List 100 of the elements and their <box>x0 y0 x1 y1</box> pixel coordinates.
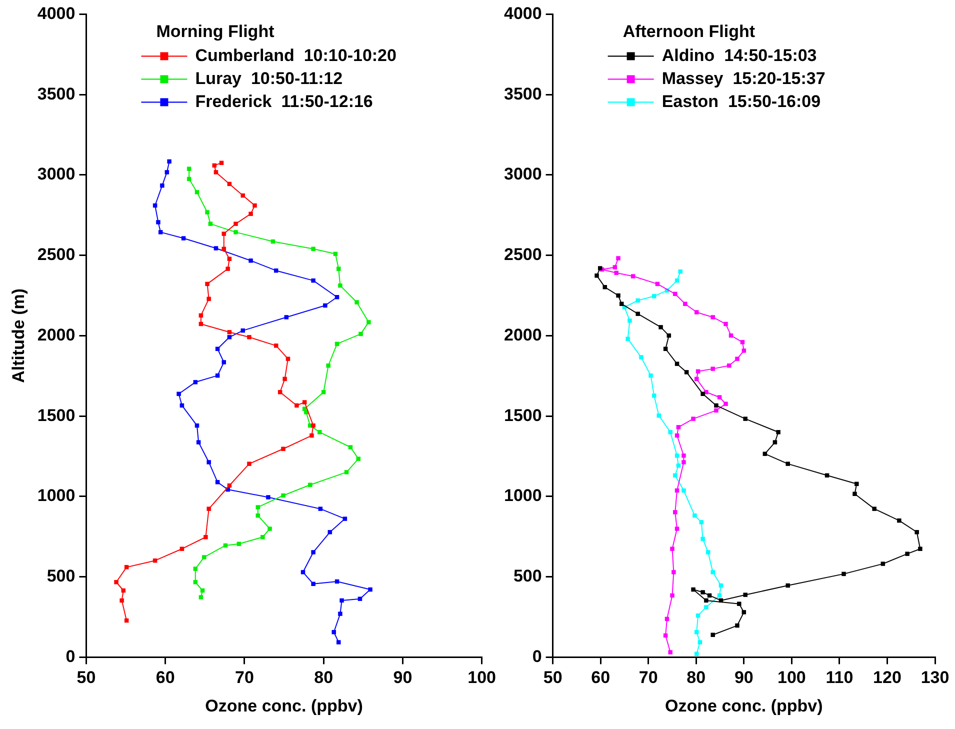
y-tick-label: 2000 <box>37 325 76 344</box>
point <box>897 518 902 523</box>
point <box>674 526 680 531</box>
point <box>786 462 790 466</box>
x-tick-label: 80 <box>686 668 706 688</box>
point <box>743 592 748 597</box>
point <box>918 546 922 551</box>
point <box>762 452 768 456</box>
point <box>691 587 696 592</box>
point <box>682 454 686 458</box>
point <box>328 530 332 534</box>
y-tick-label: 2500 <box>37 245 76 264</box>
point <box>226 266 230 271</box>
point <box>311 550 316 554</box>
point <box>717 395 722 400</box>
legend-label: Massey 15:20-15:37 <box>662 68 826 88</box>
point <box>311 246 316 252</box>
y-tick-label: 1000 <box>504 486 542 506</box>
y-tick-label: 3000 <box>504 164 542 184</box>
point <box>670 546 674 551</box>
point <box>120 598 124 603</box>
point <box>326 363 330 368</box>
y-tick-label: 2000 <box>504 325 542 344</box>
point <box>356 456 361 461</box>
point <box>743 416 748 421</box>
point <box>674 362 680 366</box>
y-tick-label: 3500 <box>37 84 76 104</box>
point <box>252 203 257 208</box>
point <box>672 570 676 574</box>
point <box>358 332 363 336</box>
point <box>282 376 287 382</box>
point <box>639 355 644 360</box>
point <box>206 506 211 511</box>
point <box>302 400 307 404</box>
point <box>311 423 316 428</box>
point <box>905 552 910 556</box>
point <box>214 246 218 250</box>
point <box>852 492 857 496</box>
point <box>772 440 778 444</box>
point <box>786 583 790 588</box>
point <box>164 170 170 174</box>
point <box>206 460 211 464</box>
point <box>227 330 232 334</box>
x-tick-label: 60 <box>591 668 610 688</box>
point <box>735 356 740 361</box>
point <box>336 266 341 271</box>
point <box>614 270 618 275</box>
point <box>366 320 371 324</box>
point <box>248 212 253 216</box>
point <box>648 373 653 378</box>
point <box>180 546 184 551</box>
legend-label: Cumberland 10:10-10:20 <box>195 46 396 65</box>
point <box>706 550 710 554</box>
point <box>612 265 618 270</box>
point <box>682 460 686 464</box>
x-tick-label: 80 <box>314 668 334 688</box>
point <box>700 392 705 396</box>
y-tick-label: 4000 <box>37 4 76 23</box>
point <box>670 593 674 598</box>
point <box>214 170 218 174</box>
point <box>704 605 708 610</box>
y-tick-label: 0 <box>66 646 76 666</box>
x-tick-label: 130 <box>920 668 950 688</box>
y-tick-label: 3500 <box>504 84 542 104</box>
point <box>714 408 718 413</box>
point <box>742 348 746 353</box>
point <box>616 256 620 260</box>
point <box>167 159 172 164</box>
point <box>358 596 362 601</box>
point <box>740 340 745 344</box>
point <box>724 322 728 326</box>
point <box>256 505 260 510</box>
legend-label: Frederick 11:50-12:16 <box>195 92 373 111</box>
point <box>323 303 328 308</box>
point <box>206 296 211 302</box>
point <box>683 302 688 306</box>
point <box>354 300 359 304</box>
x-axis-title: Ozone conc. (ppbv) <box>205 696 363 716</box>
point <box>684 370 689 374</box>
point <box>181 236 186 240</box>
point <box>700 590 705 594</box>
x-axis-title: Ozone conc. (ppbv) <box>665 696 823 716</box>
point <box>268 526 272 531</box>
y-tick-label: 500 <box>513 566 542 586</box>
point <box>202 555 206 560</box>
x-tick-label: 70 <box>638 668 658 688</box>
point <box>194 190 200 194</box>
point <box>222 360 226 364</box>
legend-label: Easton 15:50-16:09 <box>662 92 821 111</box>
point <box>636 312 640 316</box>
point <box>311 278 316 283</box>
point <box>636 298 640 303</box>
point <box>668 650 672 654</box>
point <box>628 318 632 323</box>
point <box>227 335 232 340</box>
point <box>872 506 876 511</box>
point <box>842 572 846 576</box>
point <box>691 416 696 421</box>
point <box>193 380 198 384</box>
point <box>281 493 286 498</box>
